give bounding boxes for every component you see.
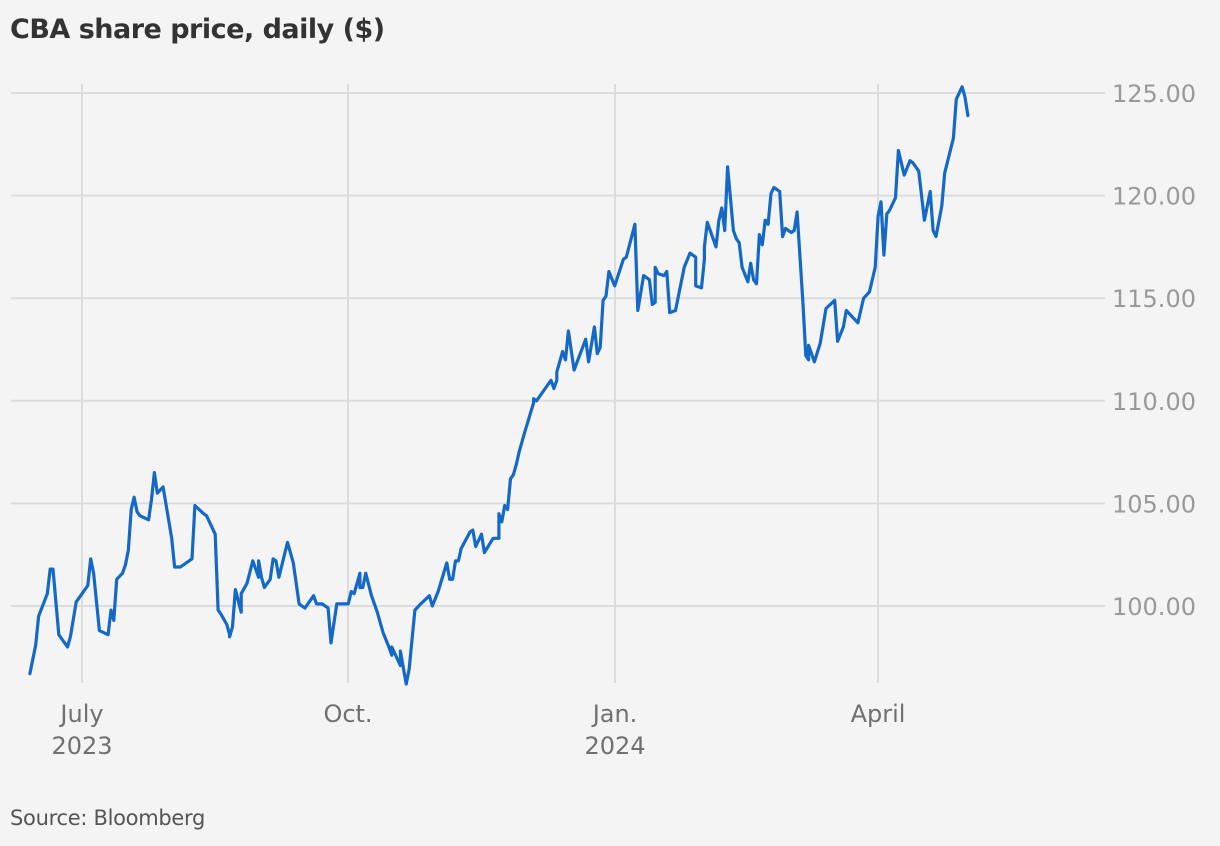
y-axis-labels: 100.00 105.00 110.00 115.00 120.00 125.00 (1112, 80, 1196, 621)
x-tick-year-label: 2024 (584, 732, 645, 760)
price-line (28, 85, 970, 686)
gridlines (11, 84, 1105, 683)
x-axis-labels: July 2023 Oct. Jan. 2024 April (51, 700, 905, 760)
y-tick-label: 105.00 (1112, 490, 1196, 518)
y-tick-label: 120.00 (1112, 183, 1196, 211)
y-tick-label: 110.00 (1112, 388, 1196, 416)
x-tick-label: April (851, 700, 906, 728)
x-tick-year-label: 2023 (51, 732, 112, 760)
y-tick-label: 100.00 (1112, 593, 1196, 621)
y-tick-label: 125.00 (1112, 80, 1196, 108)
chart-title: CBA share price, daily ($) (10, 14, 385, 45)
x-tick-label: July (58, 700, 103, 728)
y-tick-label: 115.00 (1112, 285, 1196, 313)
x-tick-label: Oct. (323, 700, 372, 728)
source-note: Source: Bloomberg (10, 806, 206, 830)
x-tick-label: Jan. (591, 700, 638, 728)
